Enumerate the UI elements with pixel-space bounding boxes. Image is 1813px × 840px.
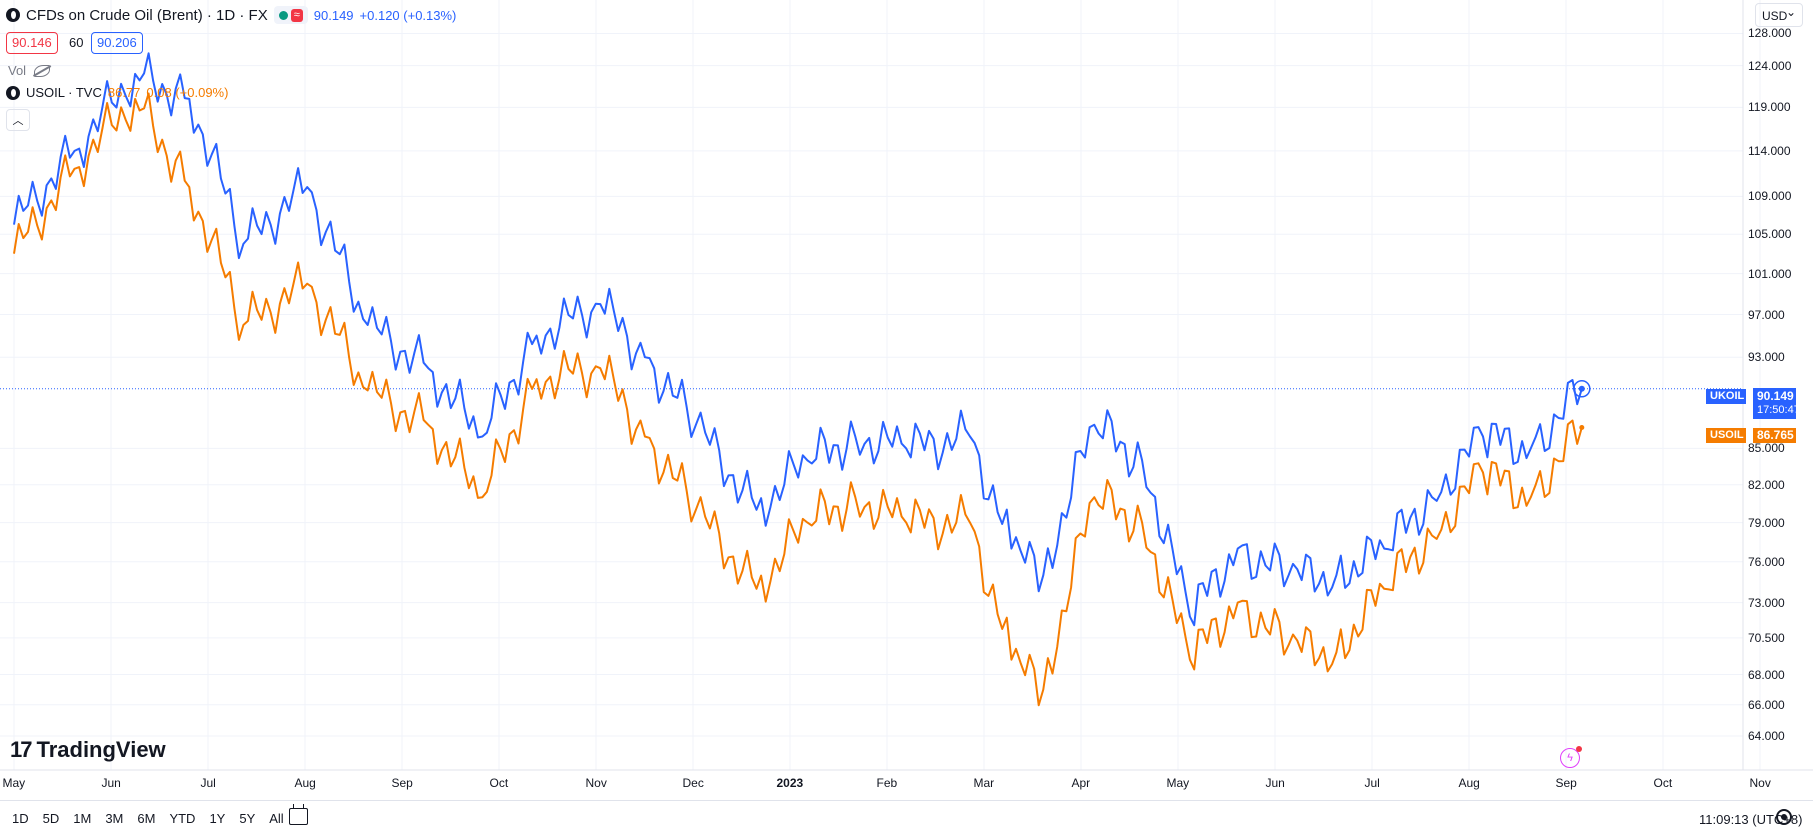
last-price: 90.149 bbox=[313, 7, 354, 23]
x-tick-label: Jun bbox=[101, 776, 121, 790]
calendar-goto-icon[interactable] bbox=[289, 804, 308, 825]
range-button[interactable]: All bbox=[269, 811, 284, 826]
x-tick-label: Mar bbox=[973, 776, 995, 790]
market-status-pill[interactable]: ≈ bbox=[273, 6, 308, 24]
sell-price-box[interactable]: 90.146 bbox=[6, 32, 58, 54]
y-tick-label: 97.000 bbox=[1748, 307, 1785, 322]
y-tick-label: 114.000 bbox=[1748, 143, 1791, 158]
overlay-change: 0.08 (+0.09%) bbox=[146, 85, 229, 100]
x-tick-label: Nov bbox=[585, 776, 607, 790]
ukoil-price-tag: 90.149 17:50:47 bbox=[1753, 388, 1800, 419]
chart-header: CFDs on Crude Oil (Brent) · 1D · FX ≈ 90… bbox=[6, 6, 456, 24]
overlay-value: 86.77 bbox=[107, 85, 141, 100]
bottom-toolbar bbox=[0, 800, 1813, 840]
range-button[interactable]: 1D bbox=[12, 811, 29, 826]
collapse-legend-button[interactable]: ︿ bbox=[6, 109, 30, 131]
volume-label: Vol bbox=[8, 63, 27, 78]
ukoil-name-tag: UKOIL bbox=[1706, 389, 1746, 404]
y-tick-label: 124.000 bbox=[1748, 58, 1792, 73]
x-tick-label: Jun bbox=[1265, 776, 1285, 790]
usoil-series-line bbox=[13, 92, 1583, 707]
price-change: +0.120 (+0.13%) bbox=[359, 7, 457, 23]
x-tick-label: Sep bbox=[391, 776, 413, 790]
y-tick-label: 66.000 bbox=[1748, 697, 1785, 712]
overlay-legend: USOIL · TVC 86.77 0.08 (+0.09%) bbox=[6, 85, 228, 100]
chevron-up-icon: ︿ bbox=[12, 115, 24, 127]
ukoil-price-value: 90.149 bbox=[1757, 389, 1794, 403]
buy-price-box[interactable]: 90.206 bbox=[91, 32, 143, 54]
x-tick-label: Aug bbox=[1458, 776, 1480, 790]
x-tick-label: Oct bbox=[1653, 776, 1673, 790]
x-tick-label: Feb bbox=[876, 776, 898, 790]
y-tick-label: 105.000 bbox=[1748, 227, 1792, 242]
range-button[interactable]: 5D bbox=[42, 811, 60, 826]
y-tick-label: 93.000 bbox=[1748, 350, 1785, 365]
chart-grid bbox=[0, 0, 1761, 770]
chart-title[interactable]: CFDs on Crude Oil (Brent) · 1D · FX bbox=[26, 6, 268, 24]
y-tick-label: 68.000 bbox=[1748, 667, 1785, 682]
x-tick-label: Jul bbox=[200, 776, 216, 790]
range-button[interactable]: 3M bbox=[105, 811, 124, 826]
hidden-eye-icon[interactable] bbox=[34, 64, 51, 77]
last-price-ring bbox=[1573, 380, 1591, 398]
tradingview-logo[interactable]: 17 TradingView bbox=[10, 737, 166, 763]
range-button[interactable]: 1Y bbox=[209, 811, 226, 826]
x-tick-label: Jul bbox=[1364, 776, 1380, 790]
y-tick-label: 70.500 bbox=[1748, 630, 1785, 645]
x-tick-label: Apr bbox=[1071, 776, 1091, 790]
x-tick-label: Dec bbox=[682, 776, 704, 790]
overlay-symbol[interactable]: USOIL · TVC bbox=[26, 85, 102, 100]
currency-select[interactable]: USD bbox=[1755, 0, 1803, 27]
approx-icon: ≈ bbox=[290, 8, 303, 22]
usoil-name-tag: USOIL bbox=[1706, 428, 1746, 443]
usoil-logo-icon bbox=[6, 85, 20, 100]
x-tick-label: Nov bbox=[1749, 776, 1771, 790]
market-open-dot-icon bbox=[278, 10, 288, 20]
y-tick-label: 119.000 bbox=[1748, 100, 1791, 115]
y-tick-label: 128.000 bbox=[1748, 26, 1792, 41]
y-tick-label: 76.000 bbox=[1748, 554, 1785, 569]
usoil-price-tag: 86.765 bbox=[1753, 428, 1796, 443]
usoil-last-dot bbox=[1579, 425, 1585, 431]
y-tick-label: 109.000 bbox=[1748, 189, 1792, 204]
y-tick-label: 85.000 bbox=[1748, 441, 1785, 456]
range-button[interactable]: 5Y bbox=[239, 811, 256, 826]
range-buttons: 1D 5D 1M 3M 6M YTD 1Y 5Y All bbox=[12, 811, 284, 826]
y-tick-label: 82.000 bbox=[1748, 477, 1785, 492]
volume-legend: Vol bbox=[8, 63, 51, 78]
x-tick-label: Oct bbox=[489, 776, 509, 790]
range-button[interactable]: YTD bbox=[169, 811, 196, 826]
x-tick-label: Sep bbox=[1555, 776, 1577, 790]
y-tick-label: 73.000 bbox=[1748, 595, 1785, 610]
bar-countdown: 17:50:47 bbox=[1757, 404, 1800, 416]
range-button[interactable]: 1M bbox=[73, 811, 92, 826]
y-tick-label: 64.000 bbox=[1748, 728, 1785, 743]
tradingview-mark-icon: 17 bbox=[10, 737, 33, 762]
y-tick-label: 79.000 bbox=[1748, 515, 1785, 530]
spread-value: 60 bbox=[69, 35, 84, 50]
last-price-dot bbox=[1578, 385, 1585, 392]
x-tick-label: Aug bbox=[294, 776, 316, 790]
range-button[interactable]: 6M bbox=[137, 811, 156, 826]
logo-text: TradingView bbox=[36, 737, 166, 762]
y-tick-label: 101.000 bbox=[1748, 266, 1792, 281]
symbol-logo-icon bbox=[6, 8, 20, 22]
lightning-alert-icon[interactable]: ϟ bbox=[1560, 746, 1582, 768]
ukoil-series-line bbox=[13, 52, 1583, 627]
x-tick-label: May bbox=[1166, 776, 1190, 790]
gear-icon[interactable] bbox=[1776, 809, 1792, 825]
x-tick-label: 2023 bbox=[776, 776, 804, 790]
x-tick-label: May bbox=[2, 776, 26, 790]
